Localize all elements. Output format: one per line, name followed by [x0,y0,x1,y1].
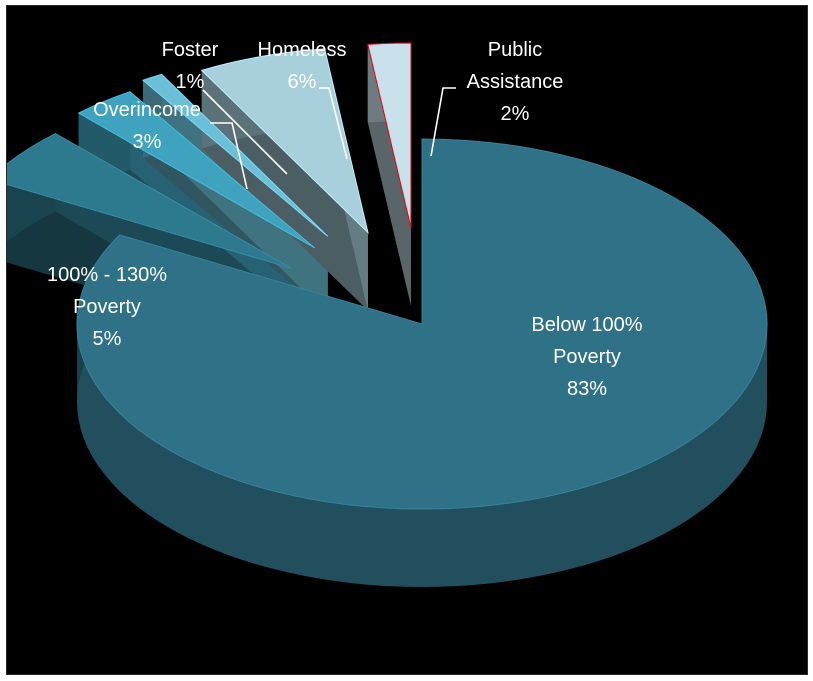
pie-slice [141,73,329,237]
leader-line [430,87,456,157]
slice-label: Homeless 6% [258,39,347,93]
pie-slice [367,42,412,229]
leader-line [202,89,288,175]
chart-frame: Below 100% Poverty 83% 100% - 130% Poverty 5%… [6,5,808,675]
slice-label: 100% - 130% Poverty 5% [47,264,167,350]
pie-chart: Below 100% Poverty 83% 100% - 130% Poverty 5%… [7,39,768,587]
slice-side [77,324,767,587]
slice-label: Below 100% Poverty 83% [531,314,642,400]
leader-line [210,122,248,190]
pie-slice [7,132,292,269]
pie-slice [77,91,316,249]
slice-tops [7,42,768,510]
pie-slice [76,138,768,510]
leader-line [319,87,348,160]
slice-labels: Below 100% Poverty 83% 100% - 130% Poverty 5%… [47,39,643,400]
slice-label: Public Assistance 2% [467,39,564,125]
pie-slice [200,48,369,235]
slice-label: Overincome 3% [93,99,201,153]
slice-label: Foster 1% [162,39,219,93]
